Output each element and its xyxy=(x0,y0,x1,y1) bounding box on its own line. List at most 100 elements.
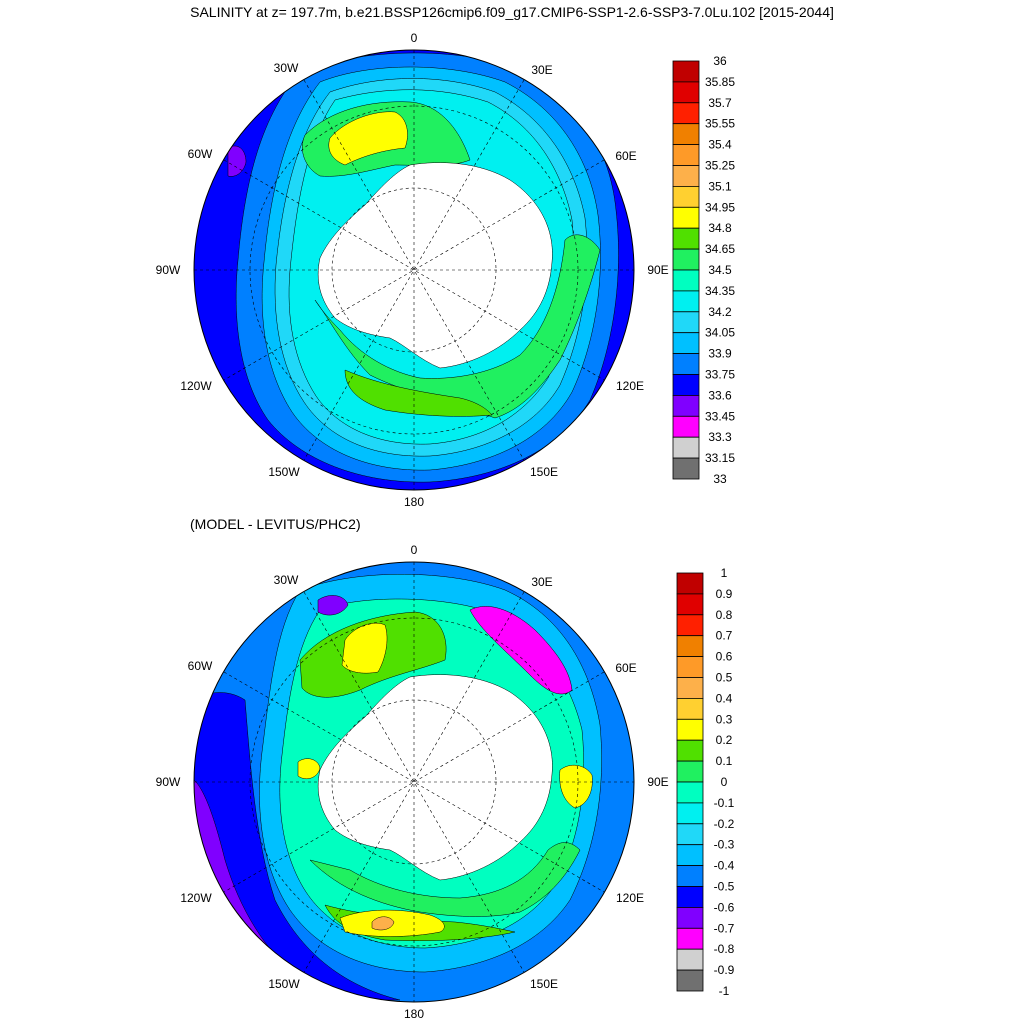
top-label-90e: 90E xyxy=(647,263,668,277)
top-label-60e: 60E xyxy=(615,149,636,163)
top-colorbar-swatch-4 xyxy=(672,144,700,166)
bottom-colorbar-label-13: -0.3 xyxy=(714,838,735,852)
top-colorbar-label-7: 34.95 xyxy=(705,200,735,214)
bottom-colorbar-swatch-18 xyxy=(676,948,704,971)
bottom-colorbar-swatch-16 xyxy=(676,907,704,929)
top-graticule xyxy=(194,50,634,490)
top-colorbar-label-8: 34.8 xyxy=(708,221,732,235)
top-colorbar: 36 35.85 35.7 35.55 35.4 35.25 35.1 34.95 34.8 34… xyxy=(672,54,735,486)
top-colorbar-label-4: 35.4 xyxy=(708,138,732,152)
top-colorbar-swatch-19 xyxy=(672,457,700,480)
bottom-colorbar-label-17: -0.7 xyxy=(714,921,735,935)
bottom-purple-northwest xyxy=(317,595,349,616)
bottom-colorbar-swatch-13 xyxy=(676,844,704,867)
bottom-colorbar-swatch-7 xyxy=(676,718,704,741)
top-colorbar-swatch-10 xyxy=(672,269,700,292)
top-colorbar-swatch-0 xyxy=(672,60,700,83)
top-colorbar-label-5: 35.25 xyxy=(705,159,735,173)
bottom-label-120e: 120E xyxy=(616,891,644,905)
bottom-label-90w: 90W xyxy=(156,775,181,789)
top-colorbar-label-19: 33.15 xyxy=(705,451,735,465)
top-label-60w: 60W xyxy=(188,147,213,161)
bottom-label-150w: 150W xyxy=(268,977,300,991)
bottom-colorbar-label-10: 0 xyxy=(721,775,728,789)
top-label-120w: 120W xyxy=(180,379,212,393)
top-colorbar-label-9: 34.65 xyxy=(705,242,735,256)
top-colorbar-swatch-18 xyxy=(672,436,700,459)
top-colorbar-label-0: 36 xyxy=(713,54,727,68)
bottom-label-60e: 60E xyxy=(615,661,636,675)
top-colorbar-swatch-16 xyxy=(672,394,700,417)
top-colorbar-swatch-5 xyxy=(672,165,700,187)
top-salinity-map: 0 30E 60E 90E 120E 150E 180 150W 120W 90… xyxy=(156,31,736,509)
bottom-longitude-labels: 0 30E 60E 90E 120E 150E 180 150W 120W 90… xyxy=(156,543,669,1021)
top-antarctica xyxy=(317,162,553,369)
bottom-colorbar-swatch-11 xyxy=(676,802,704,825)
bottom-colorbar-swatch-1 xyxy=(676,593,704,616)
top-colorbar-swatch-7 xyxy=(672,206,700,229)
top-colorbar-swatch-15 xyxy=(672,374,700,396)
figure-title: SALINITY at z= 197.7m, b.e21.BSSP126cmip… xyxy=(190,4,834,20)
top-label-30e: 30E xyxy=(531,63,552,77)
bottom-colorbar-label-15: -0.5 xyxy=(714,880,735,894)
bottom-colorbar-swatch-6 xyxy=(676,698,704,720)
bottom-colorbar-swatch-5 xyxy=(676,677,704,699)
top-colorbar-label-18: 33.3 xyxy=(708,430,732,444)
bottom-label-30w: 30W xyxy=(274,573,299,587)
bottom-colorbar-label-2: 0.8 xyxy=(716,608,733,622)
bottom-colorbar-swatch-10 xyxy=(676,781,704,804)
top-colorbar-swatch-2 xyxy=(672,102,700,125)
bottom-label-90e: 90E xyxy=(647,775,668,789)
bottom-colorbar-label-8: 0.2 xyxy=(716,733,733,747)
bottom-colorbar-label-11: -0.1 xyxy=(714,796,735,810)
bottom-colorbar-label-9: 0.1 xyxy=(716,754,733,768)
top-label-30w: 30W xyxy=(274,61,299,75)
top-colorbar-label-12: 34.2 xyxy=(708,305,732,319)
bottom-colorbar-swatch-14 xyxy=(676,865,704,887)
bottom-colorbar-label-12: -0.2 xyxy=(714,817,735,831)
bottom-colorbar-swatch-19 xyxy=(676,969,704,992)
top-colorbar-swatch-6 xyxy=(672,185,700,208)
bottom-colorbar-label-20: -1 xyxy=(719,984,730,998)
bottom-label-60w: 60W xyxy=(188,659,213,673)
bottom-label-120w: 120W xyxy=(180,891,212,905)
top-longitude-labels: 0 30E 60E 90E 120E 150E 180 150W 120W 90… xyxy=(156,31,669,509)
bottom-label-0: 0 xyxy=(411,543,418,557)
bottom-colorbar-label-4: 0.6 xyxy=(716,650,733,664)
top-label-120e: 120E xyxy=(616,379,644,393)
bottom-label-180: 180 xyxy=(404,1007,424,1021)
bottom-yellow-patch-north xyxy=(341,622,388,674)
top-label-150e: 150E xyxy=(530,465,558,479)
bottom-colorbar-swatch-9 xyxy=(676,760,704,783)
top-colorbar-label-11: 34.35 xyxy=(705,284,735,298)
bottom-colorbar-swatch-8 xyxy=(676,739,704,762)
bottom-orange-core xyxy=(371,916,395,931)
bottom-colorbar-swatch-2 xyxy=(676,614,704,637)
bottom-colorbar-swatch-0 xyxy=(676,572,704,595)
bottom-yellow-patch-west xyxy=(297,758,321,779)
top-purple-patch xyxy=(227,145,247,177)
bottom-magenta-northeast xyxy=(469,606,573,695)
bottom-colorbar-label-14: -0.4 xyxy=(714,859,735,873)
bottom-colorbar-label-1: 0.9 xyxy=(716,587,733,601)
top-colorbar-swatch-1 xyxy=(672,81,700,104)
bottom-colorbar-swatch-3 xyxy=(676,635,704,658)
bottom-difference-map: 0 30E 60E 90E 120E 150E 180 150W 120W 90… xyxy=(156,543,735,1021)
difference-subtitle: (MODEL - LEVITUS/PHC2) xyxy=(190,516,361,532)
bottom-colorbar-label-7: 0.3 xyxy=(716,712,733,726)
bottom-colorbar-swatch-15 xyxy=(676,886,704,908)
top-colorbar-swatch-8 xyxy=(672,227,700,250)
bottom-colorbar-label-0: 1 xyxy=(721,566,728,580)
top-colorbar-swatch-17 xyxy=(672,415,700,438)
top-colorbar-swatch-11 xyxy=(672,290,700,313)
top-label-0: 0 xyxy=(411,31,418,45)
bottom-label-30e: 30E xyxy=(531,575,552,589)
top-colorbar-label-17: 33.45 xyxy=(705,409,735,423)
top-colorbar-swatch-12 xyxy=(672,311,700,334)
bottom-colorbar-label-19: -0.9 xyxy=(714,963,735,977)
top-colorbar-swatch-13 xyxy=(672,332,700,355)
bottom-band-green-south xyxy=(309,842,581,917)
bottom-colorbar-label-18: -0.8 xyxy=(714,942,735,956)
top-band-lime-south xyxy=(344,369,493,417)
